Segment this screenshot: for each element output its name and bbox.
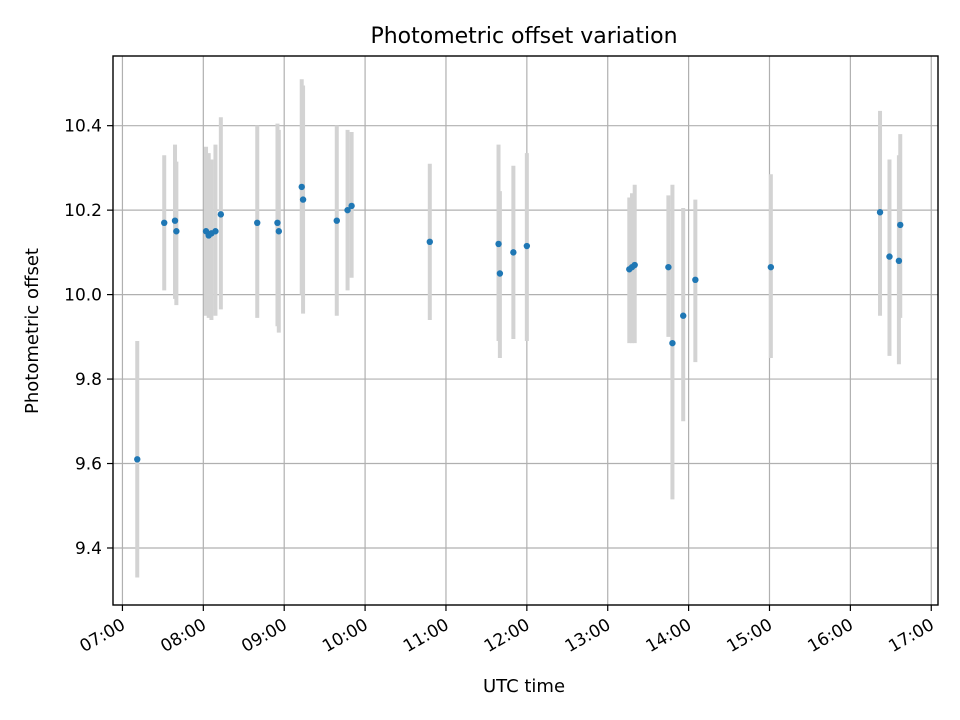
data-point bbox=[161, 219, 168, 227]
data-point bbox=[680, 312, 687, 319]
data-point bbox=[895, 257, 903, 265]
data-point bbox=[631, 261, 638, 269]
data-point bbox=[495, 240, 502, 248]
plot-frame bbox=[112, 55, 939, 606]
y-axis-label: Photometric offset bbox=[22, 248, 43, 414]
data-point bbox=[669, 339, 676, 347]
x-tick-label: 11:00 bbox=[400, 615, 452, 657]
data-point bbox=[886, 253, 893, 260]
data-point bbox=[496, 270, 504, 277]
data-point bbox=[333, 217, 340, 224]
data-point bbox=[876, 209, 884, 216]
x-tick-label: 07:00 bbox=[77, 615, 129, 657]
y-tick-label: 10.2 bbox=[64, 201, 102, 221]
data-point bbox=[426, 238, 433, 246]
data-points bbox=[134, 183, 904, 463]
data-point bbox=[212, 228, 219, 235]
chart-title: Photometric offset variation bbox=[370, 24, 677, 49]
x-tick-label: 09:00 bbox=[238, 615, 290, 657]
data-point bbox=[344, 206, 351, 214]
data-point bbox=[298, 183, 305, 191]
y-tick-label: 9.8 bbox=[75, 370, 102, 390]
x-tick-label: 14:00 bbox=[643, 615, 695, 657]
x-axis: 07:00 08:00 09:00 10:00 11:00 12:00 13:00 14:00… bbox=[77, 605, 938, 657]
data-point bbox=[171, 217, 179, 224]
data-point bbox=[254, 219, 261, 227]
data-point bbox=[134, 456, 141, 463]
y-tick-label: 10.4 bbox=[64, 117, 102, 137]
y-tick-label: 10.0 bbox=[64, 286, 102, 306]
x-tick-label: 10:00 bbox=[319, 615, 371, 657]
x-tick-label: 08:00 bbox=[157, 615, 209, 657]
data-point bbox=[897, 221, 904, 229]
y-axis: 9.4 9.6 9.8 10.0 10.2 10.4 bbox=[64, 117, 113, 559]
data-point bbox=[348, 202, 355, 210]
x-tick-label: 12:00 bbox=[481, 615, 533, 657]
x-tick-label: 15:00 bbox=[724, 615, 776, 657]
y-tick-label: 9.6 bbox=[75, 455, 102, 475]
data-point bbox=[217, 211, 225, 218]
x-axis-label: UTC time bbox=[483, 676, 565, 697]
data-point bbox=[299, 196, 307, 203]
errorbars bbox=[135, 79, 903, 578]
data-point bbox=[665, 263, 672, 271]
data-point bbox=[275, 228, 283, 235]
data-point bbox=[510, 249, 517, 256]
data-point bbox=[767, 263, 775, 271]
x-tick-label: 17:00 bbox=[885, 615, 937, 657]
data-point bbox=[523, 242, 531, 250]
x-tick-label: 13:00 bbox=[562, 615, 614, 657]
y-tick-label: 9.4 bbox=[75, 539, 102, 559]
x-tick-label: 16:00 bbox=[804, 615, 856, 657]
data-point bbox=[692, 276, 699, 284]
data-point bbox=[274, 219, 281, 227]
data-point bbox=[173, 228, 180, 235]
